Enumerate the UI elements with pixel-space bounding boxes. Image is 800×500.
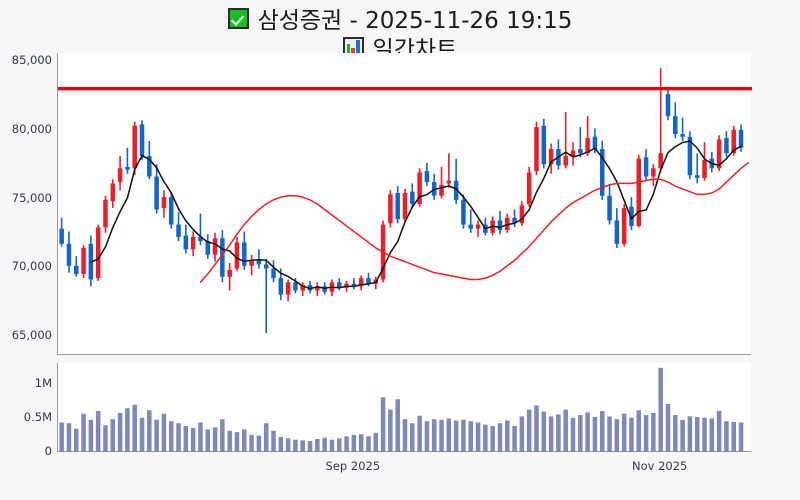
date-axis-tick: Nov 2025 bbox=[631, 459, 688, 473]
price-candlestick-svg bbox=[58, 68, 752, 334]
price-axis-tick: 75,000 bbox=[11, 190, 52, 205]
volume-panel bbox=[57, 363, 751, 452]
page-title: 삼성증권 - 2025-11-26 19:15 bbox=[0, 3, 800, 34]
date-axis-tick: Sep 2025 bbox=[325, 459, 381, 473]
price-axis-tick: 85,000 bbox=[11, 53, 52, 68]
price-axis-tick: 80,000 bbox=[11, 121, 52, 136]
volume-axis-tick: 0.5M bbox=[23, 409, 52, 424]
price-panel bbox=[57, 53, 752, 355]
price-axis-tick: 70,000 bbox=[11, 259, 52, 274]
volume-bars-svg bbox=[59, 367, 744, 452]
price-axis-tick: 65,000 bbox=[11, 327, 52, 342]
page-title-text: 삼성증권 - 2025-11-26 19:15 bbox=[257, 8, 573, 34]
volume-axis-tick: 1M bbox=[34, 375, 52, 390]
volume-axis-tick: 0 bbox=[44, 444, 52, 458]
green-check-icon bbox=[227, 7, 249, 29]
